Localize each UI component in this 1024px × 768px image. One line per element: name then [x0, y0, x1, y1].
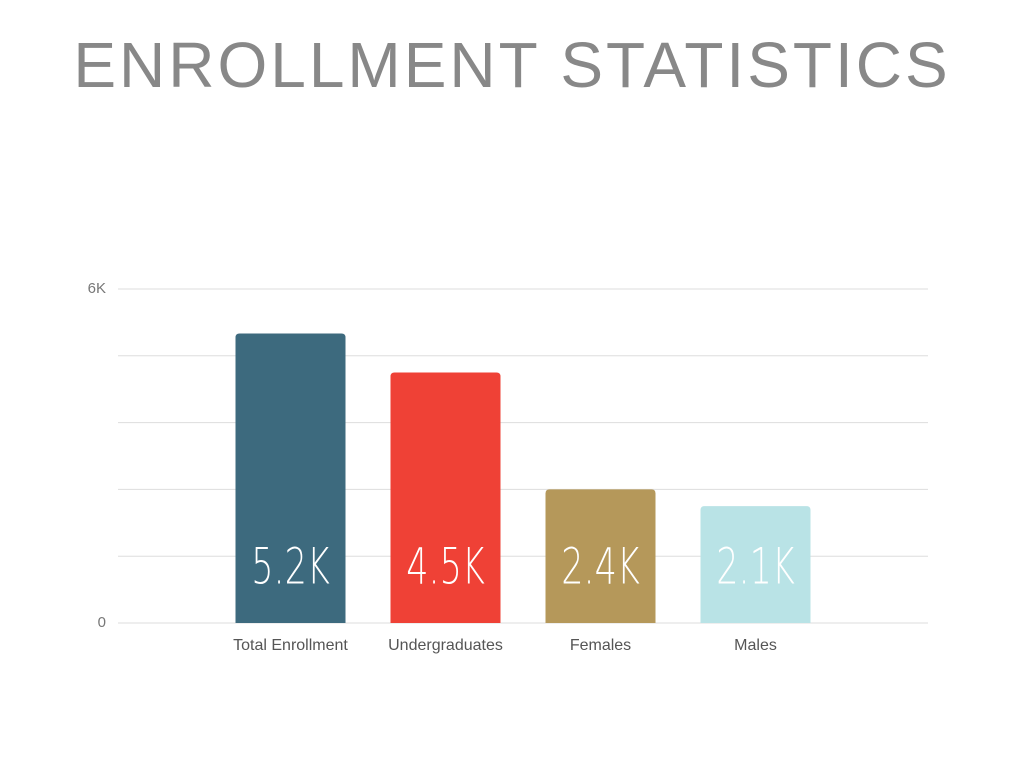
- x-tick-label: Females: [570, 637, 631, 654]
- value-label: 2.4K: [561, 538, 640, 596]
- chart-title: ENROLLMENT STATISTICS: [73, 29, 950, 101]
- bar: [545, 489, 656, 623]
- x-tick-label: Males: [734, 637, 777, 654]
- y-tick-label: 6K: [88, 280, 106, 297]
- bar: [235, 333, 346, 623]
- bar: [390, 372, 501, 623]
- value-label: 2.1K: [716, 538, 795, 596]
- value-label: 4.5K: [406, 538, 485, 596]
- bar: [700, 506, 811, 623]
- x-tick-label: Total Enrollment: [233, 637, 348, 654]
- y-tick-label: 0: [98, 614, 106, 631]
- value-label: 5.2K: [251, 538, 330, 596]
- x-tick-label: Undergraduates: [388, 637, 503, 654]
